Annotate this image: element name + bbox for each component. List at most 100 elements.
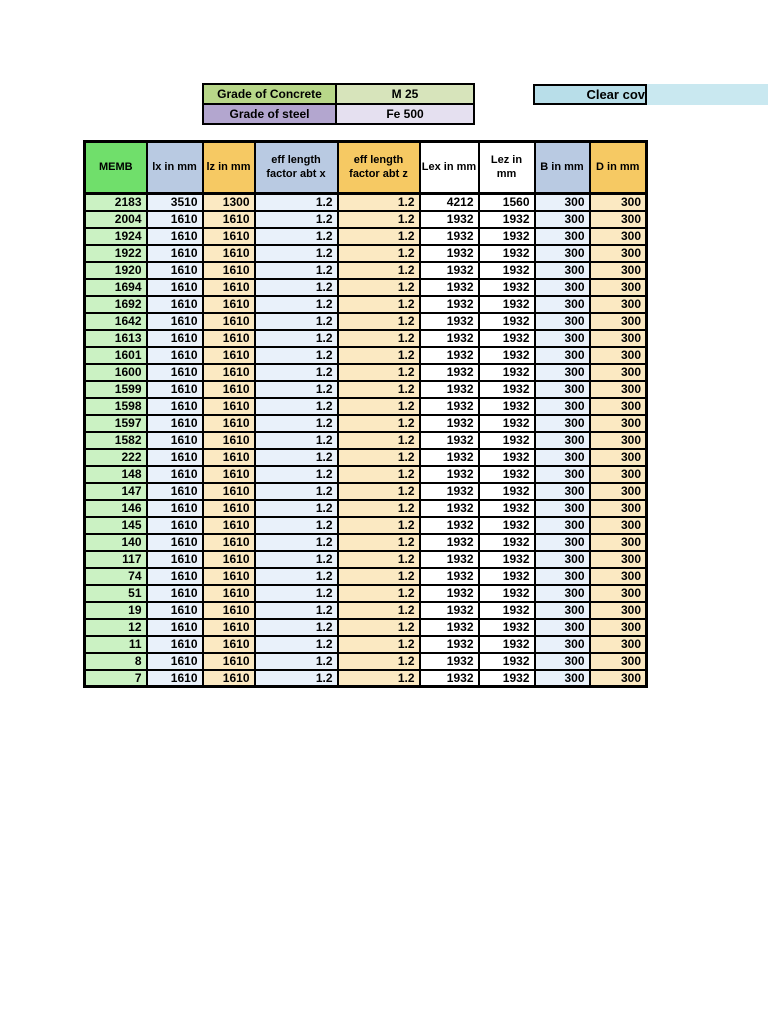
table-cell[interactable]: 146 (83, 498, 148, 518)
column-header-b-in-mm[interactable]: B in mm (533, 140, 591, 195)
table-cell[interactable]: 300 (533, 396, 591, 416)
column-header-eff-length-factor-abt-z[interactable]: eff length factor abt z (336, 140, 421, 195)
table-cell[interactable]: 300 (533, 634, 591, 654)
table-cell[interactable]: 1610 (145, 260, 204, 280)
table-cell[interactable]: 74 (83, 566, 148, 586)
table-cell[interactable]: 300 (533, 515, 591, 535)
table-cell[interactable]: 300 (588, 532, 648, 552)
table-cell[interactable]: 1.2 (336, 430, 421, 450)
table-cell[interactable]: 1610 (201, 515, 256, 535)
table-cell[interactable]: 1.2 (253, 379, 339, 399)
table-cell[interactable]: 1610 (201, 566, 256, 586)
table-cell[interactable]: 1610 (145, 617, 204, 637)
table-cell[interactable]: 1610 (145, 311, 204, 331)
table-cell[interactable]: 1.2 (253, 413, 339, 433)
table-cell[interactable]: 1.2 (253, 583, 339, 603)
column-header-lez-in-mm[interactable]: Lez in mm (477, 140, 536, 195)
table-cell[interactable]: 8 (83, 651, 148, 671)
table-cell[interactable]: 300 (588, 260, 648, 280)
table-cell[interactable]: 1.2 (336, 651, 421, 671)
table-cell[interactable]: 1610 (145, 430, 204, 450)
table-cell[interactable]: 300 (533, 617, 591, 637)
table-cell[interactable]: 1932 (418, 328, 480, 348)
table-cell[interactable]: 1610 (145, 328, 204, 348)
table-cell[interactable]: 1932 (418, 549, 480, 569)
table-cell[interactable]: 1694 (83, 277, 148, 297)
table-cell[interactable]: 1.2 (336, 481, 421, 501)
table-cell[interactable]: 1932 (477, 447, 536, 467)
table-cell[interactable]: 300 (588, 600, 648, 620)
table-cell[interactable]: 1610 (145, 651, 204, 671)
table-cell[interactable]: 1610 (201, 430, 256, 450)
table-cell[interactable]: 1.2 (253, 600, 339, 620)
table-cell[interactable]: 1.2 (253, 668, 339, 688)
table-cell[interactable]: 1610 (201, 294, 256, 314)
table-cell[interactable]: 300 (533, 226, 591, 246)
table-cell[interactable]: 300 (533, 362, 591, 382)
table-cell[interactable]: 300 (588, 549, 648, 569)
table-cell[interactable]: 300 (588, 668, 648, 688)
table-cell[interactable]: 300 (533, 294, 591, 314)
table-cell[interactable]: 1.2 (336, 379, 421, 399)
table-cell[interactable]: 300 (588, 379, 648, 399)
table-cell[interactable]: 1932 (477, 651, 536, 671)
table-cell[interactable]: 300 (533, 379, 591, 399)
table-cell[interactable]: 1.2 (253, 192, 339, 212)
table-cell[interactable]: 1932 (477, 566, 536, 586)
table-cell[interactable]: 300 (533, 481, 591, 501)
table-cell[interactable]: 300 (588, 481, 648, 501)
table-cell[interactable]: 1932 (418, 430, 480, 450)
table-cell[interactable]: 1.2 (336, 277, 421, 297)
table-cell[interactable]: 1.2 (336, 634, 421, 654)
table-cell[interactable]: 1.2 (336, 345, 421, 365)
table-cell[interactable]: 1.2 (253, 277, 339, 297)
table-cell[interactable]: 1600 (83, 362, 148, 382)
table-cell[interactable]: 1610 (145, 549, 204, 569)
table-cell[interactable]: 1610 (145, 464, 204, 484)
table-cell[interactable]: 1610 (145, 600, 204, 620)
table-cell[interactable]: 1610 (201, 345, 256, 365)
table-cell[interactable]: 1.2 (336, 583, 421, 603)
table-cell[interactable]: 1.2 (336, 209, 421, 229)
table-cell[interactable]: 1.2 (336, 600, 421, 620)
table-cell[interactable]: 1922 (83, 243, 148, 263)
table-cell[interactable]: 1610 (201, 447, 256, 467)
table-cell[interactable]: 1932 (418, 447, 480, 467)
table-cell[interactable]: 300 (588, 498, 648, 518)
table-cell[interactable]: 300 (533, 549, 591, 569)
table-cell[interactable]: 1610 (201, 668, 256, 688)
table-cell[interactable]: 300 (588, 413, 648, 433)
table-cell[interactable]: 1.2 (336, 328, 421, 348)
table-cell[interactable]: 1610 (145, 481, 204, 501)
table-cell[interactable]: 1.2 (253, 328, 339, 348)
table-cell[interactable]: 1597 (83, 413, 148, 433)
table-cell[interactable]: 1.2 (253, 566, 339, 586)
table-cell[interactable]: 1932 (477, 617, 536, 637)
table-cell[interactable]: 300 (533, 447, 591, 467)
table-cell[interactable]: 1.2 (253, 430, 339, 450)
table-cell[interactable]: 300 (588, 651, 648, 671)
table-cell[interactable]: 300 (588, 464, 648, 484)
table-cell[interactable]: 1610 (201, 617, 256, 637)
table-cell[interactable]: 1932 (418, 600, 480, 620)
table-cell[interactable]: 1.2 (253, 345, 339, 365)
table-cell[interactable]: 1610 (201, 260, 256, 280)
table-cell[interactable]: 1610 (145, 396, 204, 416)
table-cell[interactable]: 1932 (477, 243, 536, 263)
table-cell[interactable]: 1610 (145, 413, 204, 433)
table-cell[interactable]: 1610 (201, 379, 256, 399)
table-cell[interactable]: 300 (533, 192, 591, 212)
table-cell[interactable]: 1932 (418, 294, 480, 314)
table-cell[interactable]: 147 (83, 481, 148, 501)
table-cell[interactable]: 1932 (418, 583, 480, 603)
table-cell[interactable]: 300 (533, 651, 591, 671)
table-cell[interactable]: 1610 (145, 532, 204, 552)
table-cell[interactable]: 1610 (145, 209, 204, 229)
table-cell[interactable]: 300 (533, 345, 591, 365)
table-cell[interactable]: 1932 (477, 532, 536, 552)
table-cell[interactable]: 300 (533, 260, 591, 280)
table-cell[interactable]: 1932 (477, 294, 536, 314)
table-cell[interactable]: 1642 (83, 311, 148, 331)
table-cell[interactable]: 300 (588, 277, 648, 297)
table-cell[interactable]: 1932 (418, 668, 480, 688)
